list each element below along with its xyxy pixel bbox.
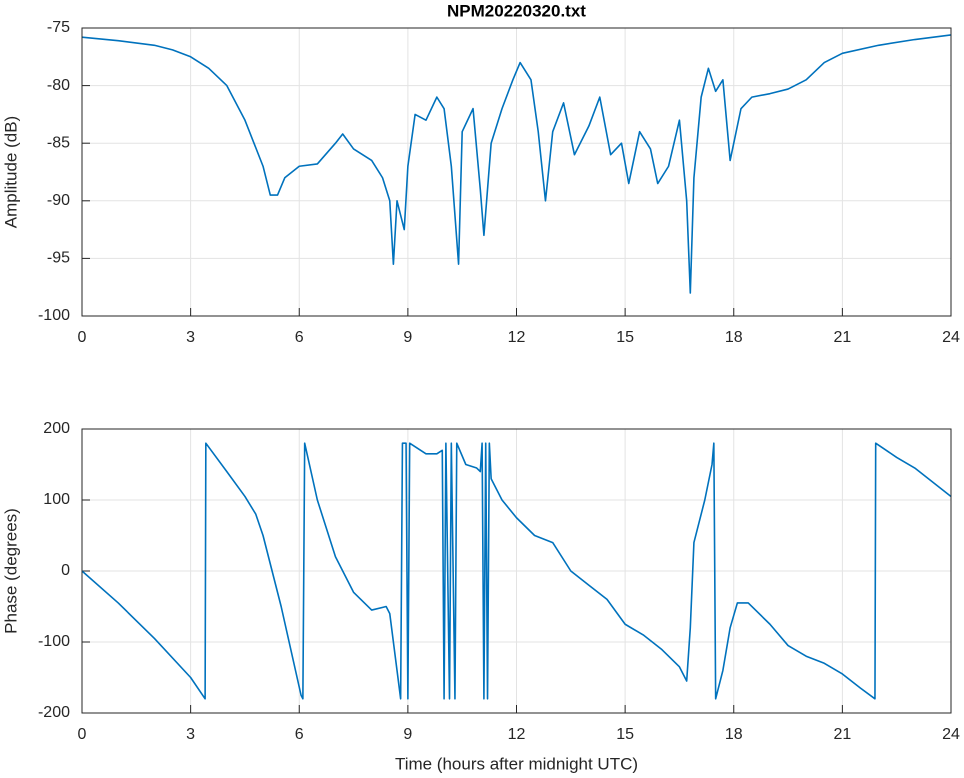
x-tick-label: 18: [725, 329, 743, 346]
x-tick-label: 24: [942, 329, 960, 346]
y-axis-label: Amplitude (dB): [1, 116, 20, 228]
y-tick-label: -85: [47, 134, 70, 151]
y-axis-label: Phase (degrees): [1, 508, 20, 634]
x-tick-label: 12: [508, 329, 526, 346]
x-tick-label: 21: [833, 329, 851, 346]
y-tick-label: -100: [38, 307, 70, 324]
y-tick-label: 100: [43, 491, 70, 508]
x-tick-label: 9: [403, 329, 412, 346]
x-tick-label: 6: [295, 329, 304, 346]
x-tick-label: 15: [616, 726, 634, 743]
x-tick-label: 3: [186, 726, 195, 743]
y-tick-label: -80: [47, 77, 70, 94]
x-tick-label: 9: [403, 726, 412, 743]
x-axis-label: Time (hours after midnight UTC): [395, 754, 638, 773]
x-tick-label: 0: [78, 726, 87, 743]
y-tick-label: -200: [38, 704, 70, 721]
axes-box: [81, 27, 952, 317]
data-line: [81, 34, 952, 294]
y-tick-label: -90: [47, 192, 70, 209]
axes-box: [81, 428, 952, 714]
x-tick-label: 3: [186, 329, 195, 346]
y-tick-label: -95: [47, 250, 70, 267]
x-tick-label: 24: [942, 726, 960, 743]
x-tick-label: 6: [295, 726, 304, 743]
y-tick-label: -100: [38, 633, 70, 650]
chart-title: NPM20220320.txt: [447, 1, 586, 20]
x-tick-label: 18: [725, 726, 743, 743]
y-tick-label: 0: [61, 562, 70, 579]
x-tick-label: 15: [616, 329, 634, 346]
data-line: [81, 442, 952, 700]
y-tick-label: -75: [47, 19, 70, 36]
x-tick-label: 0: [78, 329, 87, 346]
y-tick-label: 200: [43, 420, 70, 437]
x-tick-label: 12: [508, 726, 526, 743]
x-tick-label: 21: [833, 726, 851, 743]
